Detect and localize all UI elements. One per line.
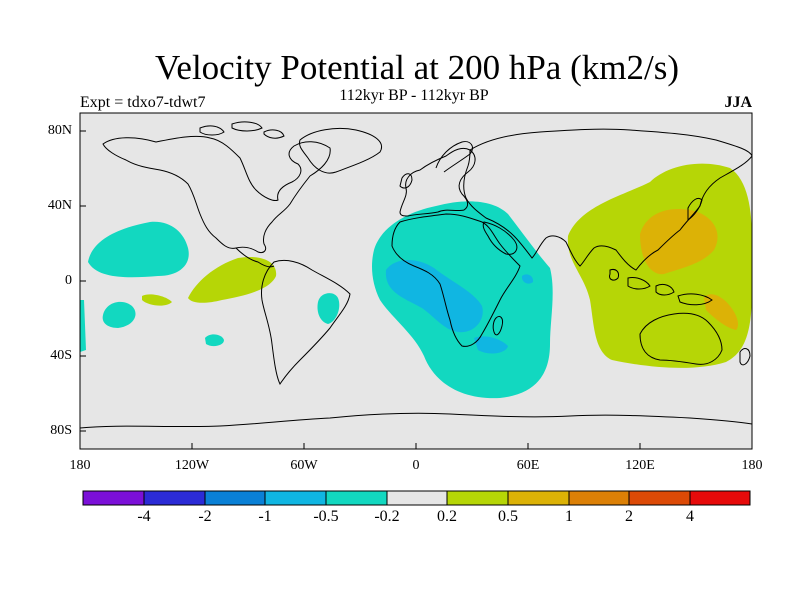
contour-fills bbox=[80, 163, 752, 399]
y-tick-80n: 80N bbox=[47, 123, 72, 138]
colorbar-label-4: -0.5 bbox=[313, 508, 339, 525]
x-tick-180-west: 180 bbox=[69, 458, 91, 473]
y-tick-equator: 0 bbox=[65, 273, 72, 288]
coast-antarctica bbox=[80, 412, 752, 429]
colorbar-box-10 bbox=[629, 491, 690, 505]
coast-uk bbox=[399, 173, 413, 189]
map-subtitle: 112kyr BP - 112kyr BP bbox=[339, 87, 489, 104]
contour-southamerica-negative bbox=[317, 293, 340, 324]
coast-europe bbox=[399, 147, 476, 217]
colorbar-box-8 bbox=[508, 491, 569, 505]
contour-pacific-north-negative bbox=[88, 221, 189, 278]
coast-arctic-islands bbox=[199, 121, 285, 139]
colorbar-label-6: 0.2 bbox=[437, 508, 457, 525]
colorbar-label-9: 2 bbox=[625, 508, 633, 525]
map-title: Velocity Potential at 200 hPa (km2/s) bbox=[155, 48, 679, 87]
coast-greenland bbox=[299, 127, 382, 174]
colorbar-label-8: 1 bbox=[565, 508, 573, 525]
colorbar-label-7: 0.5 bbox=[498, 508, 518, 525]
colorbar-box-4 bbox=[265, 491, 326, 505]
x-tick-60e: 60E bbox=[516, 458, 540, 473]
coastlines bbox=[80, 121, 752, 429]
coast-scandinavia bbox=[435, 141, 473, 173]
colorbar-box-2 bbox=[144, 491, 205, 505]
colorbar-label-3: -1 bbox=[258, 508, 272, 525]
coast-north-america bbox=[102, 135, 331, 253]
contour-eastpacific-positive bbox=[188, 256, 277, 303]
coast-africa bbox=[391, 213, 521, 347]
y-tick-40s: 40S bbox=[50, 348, 72, 363]
colorbar-label-2: -2 bbox=[198, 508, 212, 525]
coast-asia bbox=[463, 128, 752, 271]
coast-japan bbox=[687, 197, 703, 221]
colorbar-box-3 bbox=[205, 491, 265, 505]
contour-indian-inner-negative bbox=[521, 274, 534, 284]
contour-westedge-negative bbox=[80, 300, 86, 352]
x-tick-180-east: 180 bbox=[741, 458, 763, 473]
contour-coralsea-inner-positive bbox=[704, 294, 738, 330]
colorbar-box-9 bbox=[569, 491, 629, 505]
map-panel bbox=[79, 112, 753, 450]
contour-westpacific-inner-positive bbox=[640, 209, 718, 275]
contour-eastpacific-negative bbox=[205, 334, 224, 347]
colorbar-box-11 bbox=[690, 491, 750, 505]
x-tick-120e: 120E bbox=[625, 458, 655, 473]
colorbar-box-6 bbox=[387, 491, 447, 505]
contour-madagascar-inner-negative bbox=[474, 336, 508, 354]
contour-pacific-south-negative bbox=[102, 301, 136, 328]
colorbar-box-1 bbox=[83, 491, 144, 505]
coast-australia bbox=[639, 312, 723, 365]
colorbar-label-10: 4 bbox=[686, 508, 694, 525]
season-label: JJA bbox=[724, 94, 752, 111]
contour-africa-inner-negative bbox=[385, 259, 483, 333]
colorbar-box-7 bbox=[447, 491, 508, 505]
coast-madagascar bbox=[492, 315, 503, 336]
x-tick-60w: 60W bbox=[290, 458, 318, 473]
x-tick-0: 0 bbox=[412, 458, 420, 473]
colorbar-label-1: -4 bbox=[137, 508, 151, 525]
x-tick-120w: 120W bbox=[174, 458, 210, 473]
contour-pacific-small-positive bbox=[142, 294, 172, 306]
colorbar-label-5: -0.2 bbox=[374, 508, 400, 525]
coast-south-america bbox=[261, 259, 351, 385]
coast-southeast-asia-islands bbox=[609, 269, 713, 306]
y-tick-80s: 80S bbox=[50, 423, 72, 438]
axis-ticks bbox=[79, 130, 753, 449]
y-tick-40n: 40N bbox=[47, 198, 72, 213]
coast-new-zealand bbox=[739, 348, 751, 366]
experiment-label: Expt = tdxo7-tdwt7 bbox=[80, 94, 206, 111]
colorbar-box-5 bbox=[326, 491, 387, 505]
coast-arabia bbox=[482, 221, 518, 255]
colorbar bbox=[82, 490, 751, 506]
